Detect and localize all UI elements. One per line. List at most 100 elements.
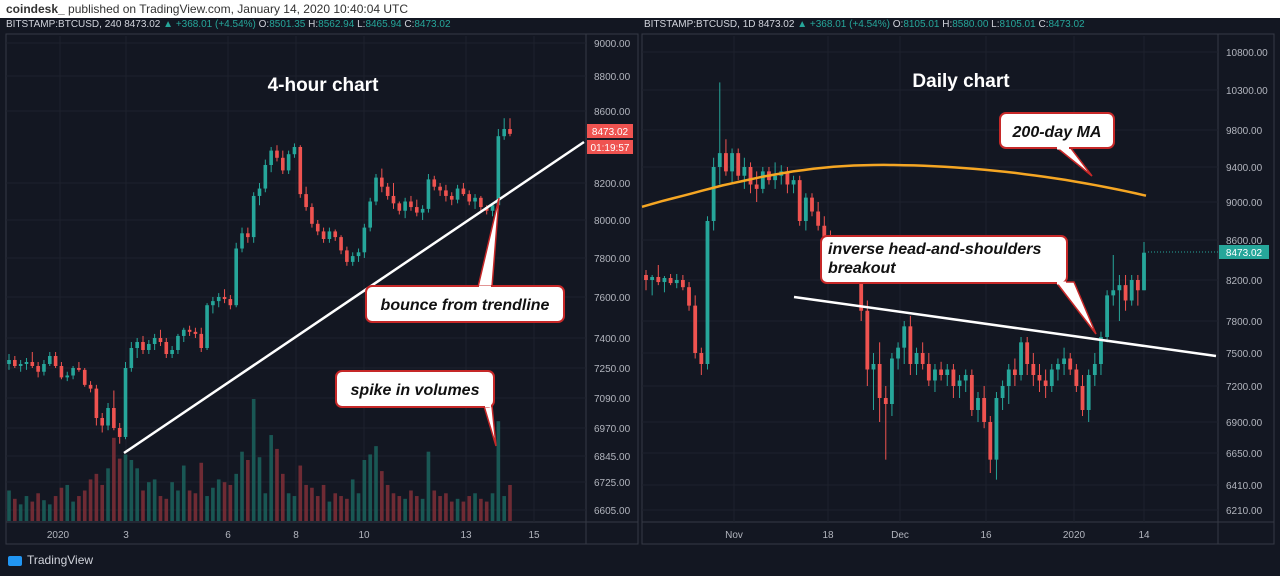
candle <box>106 403 110 431</box>
right-last: 8473.02 <box>758 19 795 30</box>
charts-canvas[interactable]: 9000.00 8800.00 8600.00 8200.00 8000.00 7800.… <box>0 0 1280 546</box>
volume-bar <box>426 451 431 521</box>
candle <box>36 362 40 378</box>
candle <box>1025 337 1030 375</box>
callout-breakout-text: inverse head-and-shoulders breakout <box>828 241 1042 277</box>
tradingview-icon <box>8 555 22 566</box>
candle <box>1142 242 1146 291</box>
up-arrow-icon: ▲ <box>163 19 174 30</box>
top-bar: coindesk_ published on TradingView.com, … <box>0 0 1280 18</box>
ma-200-line <box>641 163 1147 209</box>
candle <box>141 335 145 354</box>
price-tick-label: 9800.00 <box>1226 126 1263 137</box>
candle <box>280 150 285 174</box>
candle <box>1049 364 1054 392</box>
left-panel-frame <box>5 33 639 545</box>
volume-bar <box>246 460 250 521</box>
left-countdown-label: 01:19:57 <box>591 143 630 154</box>
candle <box>234 242 239 308</box>
candle <box>896 342 900 370</box>
candle <box>791 175 796 194</box>
candle <box>490 203 495 217</box>
candle <box>680 275 685 291</box>
price-tick-label: 7250.00 <box>594 364 631 375</box>
candle <box>754 171 759 202</box>
candle <box>699 347 704 375</box>
candle <box>409 195 413 211</box>
volume-bar <box>397 496 402 521</box>
volume-bar <box>199 462 204 521</box>
volume-bar <box>117 458 122 521</box>
author-name[interactable]: coindesk_ <box>6 2 65 16</box>
candle <box>170 346 174 358</box>
volume-bar <box>508 484 512 521</box>
right-open: 8105.01 <box>903 19 940 30</box>
left-candles <box>7 118 512 444</box>
candle <box>994 392 999 480</box>
price-tick-label: 8600.00 <box>1226 236 1263 247</box>
price-tick-label: 8800.00 <box>594 72 631 83</box>
candle <box>871 353 876 410</box>
candle <box>748 162 753 194</box>
volume-bar <box>222 482 227 521</box>
right-change: +368.01 (+4.54%) <box>809 19 890 30</box>
candle <box>426 174 431 213</box>
candle <box>240 227 244 253</box>
right-time-axis: Nov 18 Dec 16 2020 14 <box>725 530 1150 541</box>
volume-bar <box>455 498 460 521</box>
tradingview-logo[interactable]: TradingView <box>8 553 93 567</box>
volume-bar <box>391 493 396 521</box>
candle <box>362 223 367 258</box>
volume-bar <box>496 421 501 521</box>
time-tick-label: 15 <box>528 530 540 541</box>
price-tick-label: 6725.00 <box>594 478 631 489</box>
volume-bar <box>88 479 93 521</box>
left-trendline <box>123 140 585 455</box>
callout-breakout: inverse head-and-shoulders breakout <box>820 235 1097 335</box>
price-tick-label: 10300.00 <box>1226 86 1268 97</box>
volume-bar <box>181 465 186 521</box>
candle <box>7 354 11 370</box>
price-tick-label: 6845.00 <box>594 452 631 463</box>
volume-bar <box>502 496 506 521</box>
volume-bar <box>240 451 244 521</box>
candle <box>1080 375 1085 416</box>
candle <box>1135 275 1140 306</box>
candle <box>403 197 407 219</box>
volume-bar <box>356 493 361 521</box>
candle <box>1019 337 1023 381</box>
left-chart-header: BITSTAMP:BTCUSD, 240 8473.02 ▲ +368.01 (… <box>6 19 451 30</box>
volume-bar <box>205 496 209 521</box>
left-open: 8501.35 <box>269 19 306 30</box>
candle <box>711 157 716 231</box>
candle <box>508 118 512 137</box>
price-tick-label: 7200.00 <box>1226 382 1263 393</box>
bottom-bar <box>0 546 1280 576</box>
candle <box>211 297 215 314</box>
candle <box>304 186 308 211</box>
candle <box>193 327 198 338</box>
candle <box>693 295 698 359</box>
candle <box>1062 347 1066 375</box>
candle <box>275 145 279 162</box>
neckline-trendline <box>793 295 1217 358</box>
volume-bar <box>473 493 477 521</box>
price-tick-label: 7800.00 <box>594 254 631 265</box>
volume-bar <box>280 473 285 521</box>
candle <box>356 248 361 262</box>
time-tick-label: 18 <box>822 530 834 541</box>
candle <box>865 300 870 386</box>
candle <box>951 364 956 398</box>
volume-bar <box>304 484 308 521</box>
candle <box>222 289 227 304</box>
candle <box>760 167 765 194</box>
candle <box>1043 369 1048 398</box>
candle <box>908 315 913 375</box>
left-close: 8473.02 <box>414 19 451 30</box>
candle <box>877 342 882 422</box>
candle <box>216 293 221 308</box>
candle <box>147 340 151 354</box>
volume-bar <box>385 484 390 521</box>
volume-bar <box>310 487 314 521</box>
candle <box>100 413 105 433</box>
